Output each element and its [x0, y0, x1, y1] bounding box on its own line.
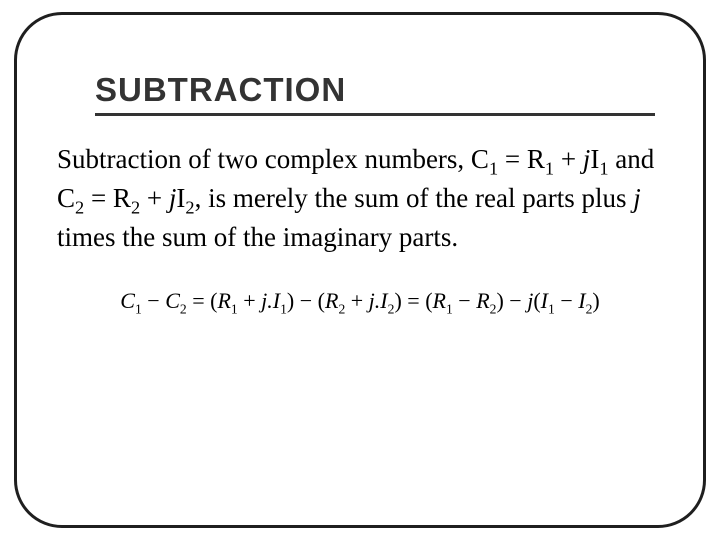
subscript: 2 [75, 197, 84, 217]
eq-var: R [476, 288, 489, 313]
body-text: + [554, 144, 583, 174]
slide-title: SUBTRACTION [95, 71, 653, 111]
subscript: 1 [545, 158, 554, 178]
eq-op: + [345, 288, 368, 313]
body-text: Subtraction of two complex numbers, C [57, 144, 489, 174]
eq-sub: 2 [180, 302, 187, 317]
eq-var: R [433, 288, 446, 313]
title-underline [95, 113, 655, 116]
eq-var: C [165, 288, 180, 313]
eq-var: j.I [369, 288, 388, 313]
eq-op: − [142, 288, 165, 313]
eq-paren: ) [496, 288, 503, 313]
body-text: , is merely the sum of the real parts pl… [195, 183, 634, 213]
eq-var: I [578, 288, 585, 313]
equation: C1 − C2 = (R1 + j.I1) − (R2 + j.I2) = (R… [47, 288, 673, 317]
eq-paren: ) [592, 288, 599, 313]
slide-frame: SUBTRACTION Subtraction of two complex n… [14, 12, 706, 528]
eq-var: j.I [261, 288, 280, 313]
eq-var: I [541, 288, 548, 313]
eq-op: − [504, 288, 527, 313]
eq-paren: ) [394, 288, 401, 313]
eq-op: = [402, 288, 425, 313]
body-text: = R [84, 183, 131, 213]
title-block: SUBTRACTION [95, 71, 653, 116]
eq-sub: 1 [231, 302, 238, 317]
subscript: 2 [131, 197, 140, 217]
eq-op: − [453, 288, 476, 313]
eq-var: R [325, 288, 338, 313]
subscript: 1 [489, 158, 498, 178]
eq-op: + [238, 288, 261, 313]
eq-sub: 1 [280, 302, 287, 317]
body-text: + [140, 183, 169, 213]
eq-paren: ( [533, 288, 540, 313]
subscript: 1 [599, 158, 608, 178]
body-text: times the sum of the imaginary parts. [57, 222, 458, 252]
eq-op: = [187, 288, 210, 313]
variable-j: j [633, 183, 641, 213]
eq-sub: 1 [446, 302, 453, 317]
body-text: I [590, 144, 599, 174]
body-text: = R [498, 144, 545, 174]
eq-var: R [217, 288, 230, 313]
eq-var: C [120, 288, 135, 313]
eq-paren: ( [318, 288, 325, 313]
body-paragraph: Subtraction of two complex numbers, C1 =… [57, 142, 663, 254]
eq-op: − [555, 288, 578, 313]
eq-op: − [294, 288, 317, 313]
subscript: 2 [185, 197, 194, 217]
eq-sub: 1 [548, 302, 555, 317]
eq-paren: ( [425, 288, 432, 313]
eq-sub: 1 [135, 302, 142, 317]
